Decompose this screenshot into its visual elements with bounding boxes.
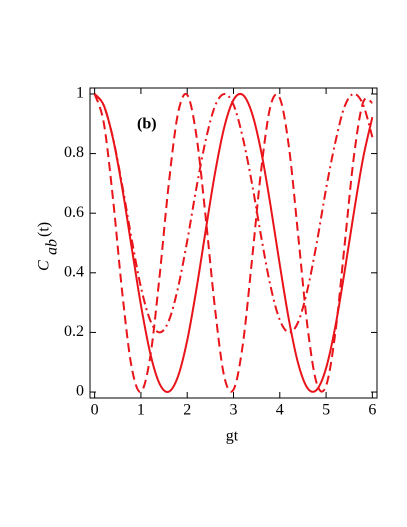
x-axis-label: gt — [226, 428, 239, 445]
y-tick-label: 0.4 — [64, 263, 84, 280]
y-label-sub: ab — [44, 239, 61, 255]
x-tick-label: 4 — [276, 402, 284, 419]
x-tick-label: 3 — [230, 402, 238, 419]
line-series — [93, 92, 374, 393]
y-label-suffix: (t) — [36, 222, 53, 237]
line-series — [93, 92, 373, 393]
x-tick-label: 1 — [137, 402, 145, 419]
x-tick-label: 2 — [183, 402, 191, 419]
x-tick-label: 6 — [368, 402, 376, 419]
y-tick-label: 0.8 — [64, 144, 84, 161]
x-tick-label: 0 — [91, 402, 99, 419]
y-tick-label: 0.2 — [64, 323, 84, 340]
y-tick-label: 0.6 — [64, 204, 84, 221]
y-tick-label: 1 — [76, 85, 84, 102]
annotation: (b) — [137, 116, 157, 133]
x-tick-label: 5 — [322, 402, 330, 419]
y-label-main: C — [36, 260, 53, 271]
y-tick-label: 0 — [76, 383, 84, 400]
y-axis-label: C ab (t) — [36, 222, 61, 271]
line-series — [93, 92, 374, 334]
